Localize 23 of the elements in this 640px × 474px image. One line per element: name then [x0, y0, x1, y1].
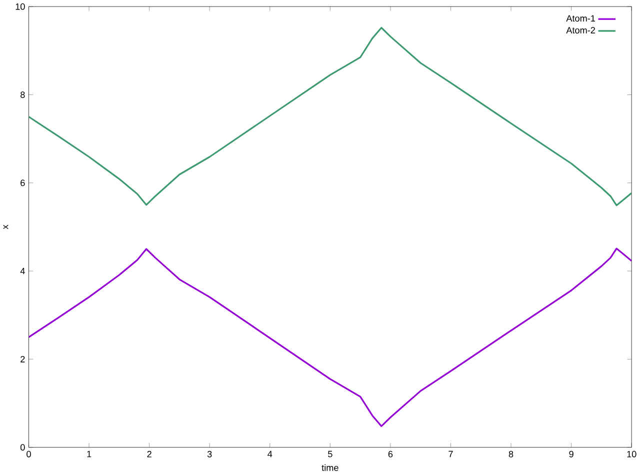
legend-label: Atom-2 — [566, 26, 595, 34]
x-tick-label: 0 — [26, 450, 31, 458]
x-tick-label: 6 — [388, 450, 393, 458]
x-tick-label: 1 — [87, 450, 92, 458]
line-series — [28, 26, 632, 206]
x-tick-label: 3 — [207, 450, 212, 458]
y-axis-title: x — [3, 224, 8, 229]
y-tick-label: 2 — [20, 356, 25, 362]
y-tick-label: 0 — [20, 444, 25, 450]
x-tick-label: 8 — [508, 450, 514, 458]
x-tick-label: 2 — [147, 450, 152, 458]
x-tick-label: 9 — [569, 450, 574, 458]
y-tick-label: 8 — [20, 91, 25, 98]
x-tick-label: 5 — [328, 450, 332, 458]
line-series — [28, 248, 632, 427]
x-tick-label: 7 — [448, 450, 453, 458]
x-tick-label: 10 — [627, 450, 636, 458]
y-tick-label: 4 — [20, 268, 25, 274]
x-axis-title: time — [322, 464, 338, 471]
y-tick-label: 10 — [16, 3, 25, 10]
x-tick-label: 4 — [268, 450, 272, 458]
legend-label: Atom-1 — [566, 15, 595, 22]
y-tick-label: 6 — [20, 180, 25, 186]
